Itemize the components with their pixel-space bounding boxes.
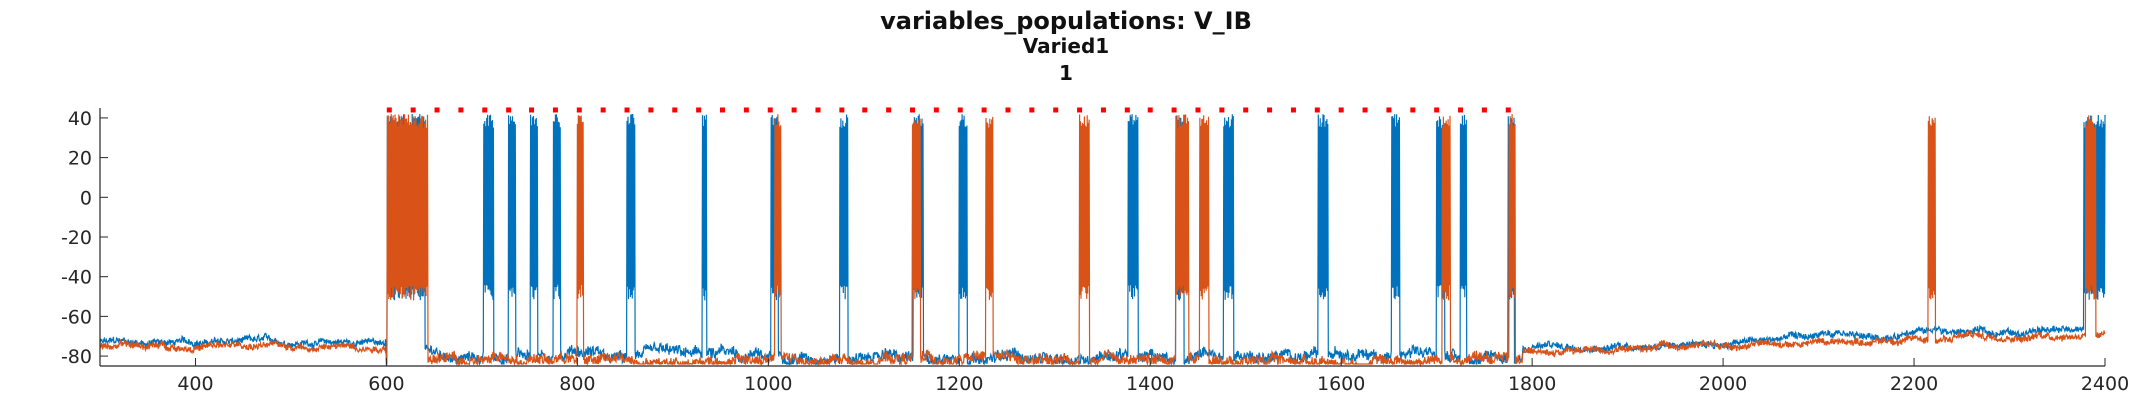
spike-marker	[1362, 107, 1368, 113]
spike-marker	[458, 107, 464, 113]
spike-marker	[1481, 107, 1487, 113]
spike-marker	[1219, 107, 1225, 113]
chart-subtitle-2: 1	[1059, 61, 1073, 85]
spike-marker	[910, 107, 916, 113]
x-tick-label: 800	[559, 373, 595, 395]
spike-marker	[1147, 107, 1153, 113]
spike-marker	[1077, 107, 1083, 113]
spike-marker	[1053, 107, 1059, 113]
x-tick-label: 1200	[935, 373, 983, 395]
y-tick-label: -60	[61, 306, 92, 328]
spike-marker	[1314, 107, 1320, 113]
x-tick-label: 1800	[1508, 373, 1556, 395]
y-tick-label: -80	[61, 346, 92, 368]
x-tick-label: 1000	[744, 373, 792, 395]
spike-marker	[862, 107, 868, 113]
x-tick-label: 400	[177, 373, 213, 395]
spike-marker	[482, 107, 488, 113]
x-tick-label: 1400	[1126, 373, 1174, 395]
spike-marker	[886, 107, 892, 113]
y-tick-label: 20	[68, 148, 92, 170]
spike-marker	[1124, 107, 1130, 113]
spike-marker	[1434, 107, 1440, 113]
spike-marker	[1290, 107, 1296, 113]
spike-marker	[957, 107, 963, 113]
plot-area: 400 600 800 1000 1200 1400 1600 1800 2000 2200 240…	[61, 107, 2129, 395]
spike-marker	[933, 107, 939, 113]
series-line-1	[99, 113, 2106, 367]
spike-marker	[1171, 107, 1177, 113]
spike-marker	[1029, 107, 1035, 113]
x-tick-label: 600	[368, 373, 404, 395]
series-line-2	[99, 114, 2106, 367]
x-tick-label: 2200	[1890, 373, 1938, 395]
spike-marker	[1100, 107, 1106, 113]
x-tick-label: 2400	[2081, 373, 2129, 395]
spike-marker	[1243, 107, 1249, 113]
spike-marker	[386, 107, 392, 113]
spike-marker	[767, 107, 773, 113]
spike-marker	[1410, 107, 1416, 113]
spike-marker	[576, 107, 582, 113]
spike-marker	[648, 107, 654, 113]
spike-marker	[506, 107, 512, 113]
y-tick-label: -40	[61, 267, 92, 289]
x-tick-label: 2000	[1699, 373, 1747, 395]
spike-marker	[839, 107, 845, 113]
spike-marker	[720, 107, 726, 113]
spike-marker	[981, 107, 987, 113]
spike-marker	[672, 107, 678, 113]
spike-marker	[1195, 107, 1201, 113]
spike-marker	[1458, 107, 1464, 113]
spike-marker	[600, 107, 606, 113]
y-tick-label: 0	[80, 187, 92, 209]
spike-marker	[624, 107, 630, 113]
chart-subtitle: Varied1	[1023, 34, 1109, 58]
spike-marker	[434, 107, 440, 113]
spike-marker	[696, 107, 702, 113]
spike-marker	[743, 107, 749, 113]
y-tick-label: -20	[61, 227, 92, 249]
chart-title: variables_populations: V_IB	[880, 7, 1252, 35]
spike-marker	[1505, 107, 1511, 113]
y-tick-label: 40	[68, 108, 92, 130]
spike-marker	[1005, 107, 1011, 113]
spike-marker	[1267, 107, 1273, 113]
spike-marker	[1338, 107, 1344, 113]
spike-marker	[529, 107, 535, 113]
spike-marker	[791, 107, 797, 113]
spike-marker	[552, 107, 558, 113]
x-tick-label: 1600	[1317, 373, 1365, 395]
spike-marker	[410, 107, 416, 113]
spike-marker	[815, 107, 821, 113]
spike-marker	[1386, 107, 1392, 113]
